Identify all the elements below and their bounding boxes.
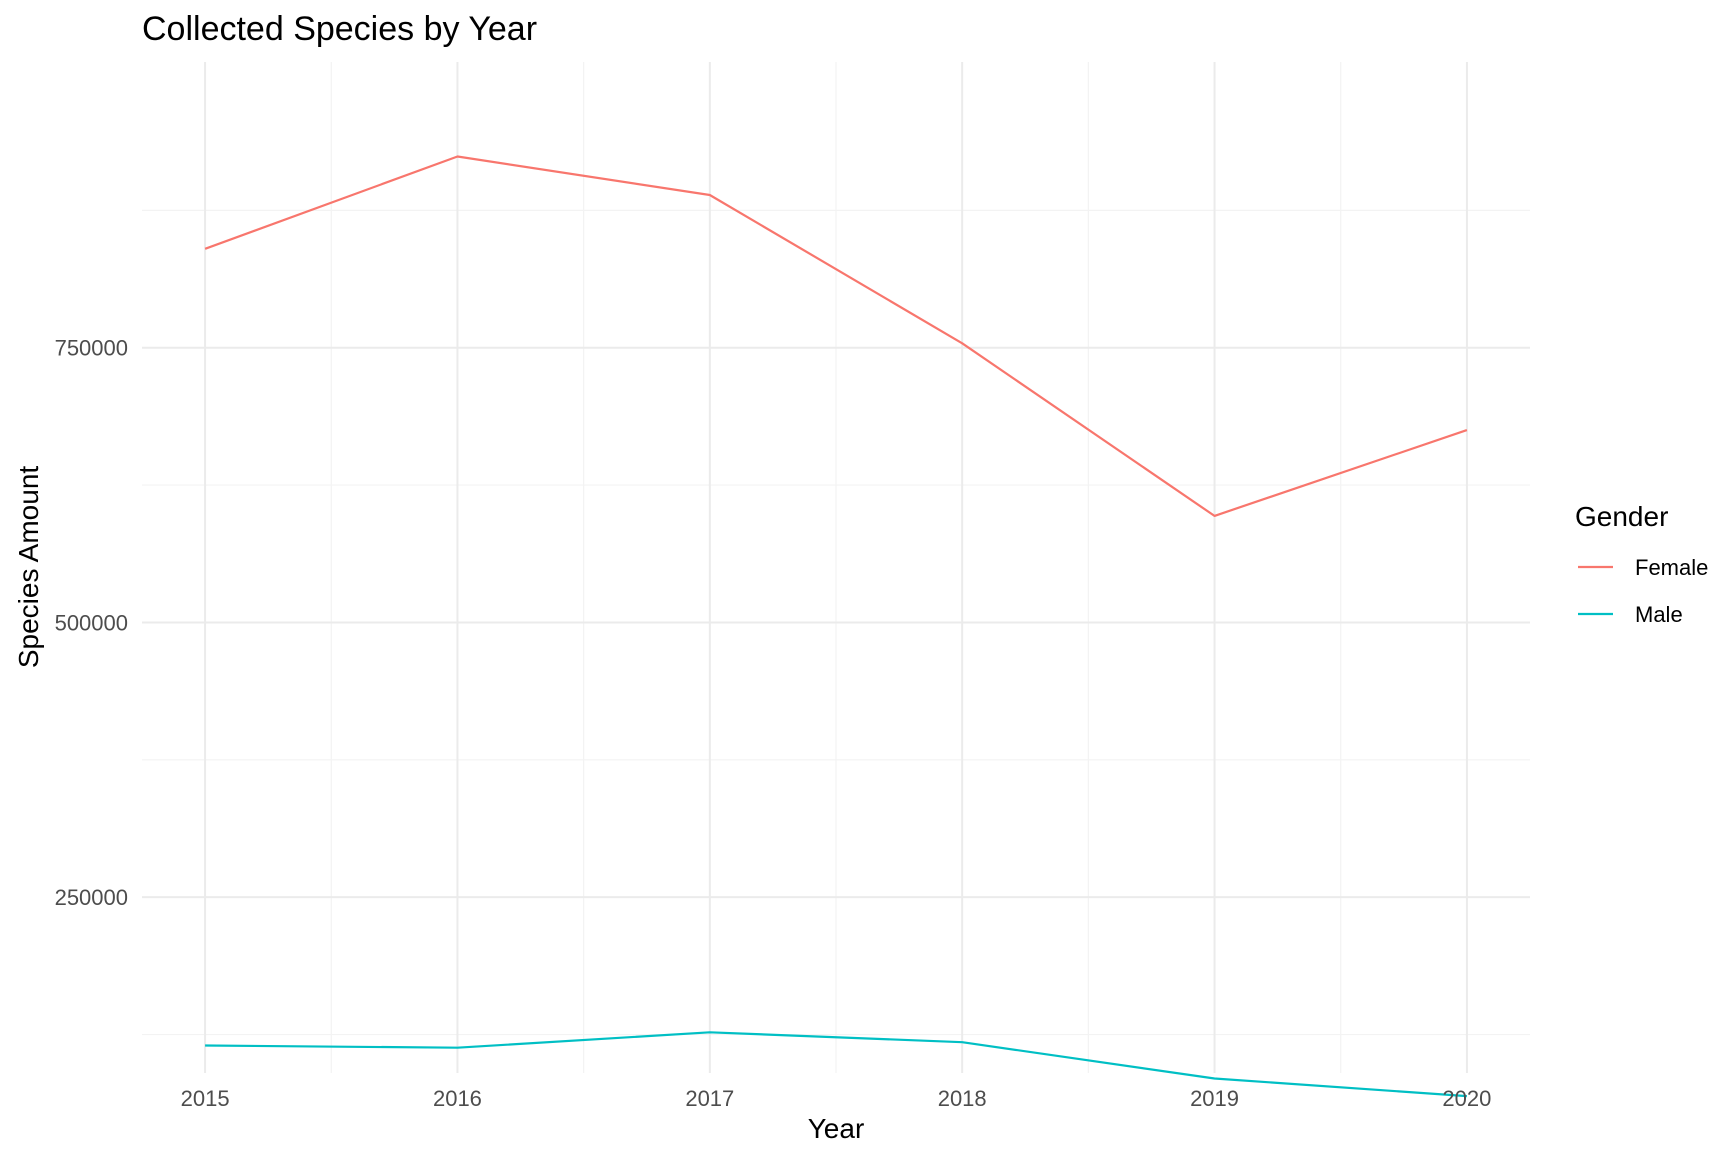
x-tick-label: 2015 — [181, 1086, 230, 1111]
x-tick-label: 2019 — [1190, 1086, 1239, 1111]
series-line-male — [205, 1031, 1467, 1098]
chart-title: Collected Species by Year — [142, 10, 537, 48]
y-tick-label: 500000 — [55, 610, 128, 635]
x-axis-title: Year — [808, 1113, 865, 1144]
legend: Gender Female Male — [1575, 501, 1708, 627]
legend-label-male: Male — [1635, 602, 1683, 627]
x-tick-label: 2020 — [1442, 1086, 1491, 1111]
legend-title: Gender — [1575, 501, 1668, 532]
y-tick-label: 750000 — [55, 336, 128, 361]
y-tick-label: 250000 — [55, 885, 128, 910]
x-tick-label: 2017 — [685, 1086, 734, 1111]
y-axis-ticks: 250000 500000 750000 — [55, 336, 128, 910]
x-tick-label: 2018 — [938, 1086, 987, 1111]
x-axis-ticks: 2015 2016 2017 2018 2019 2020 — [181, 1086, 1492, 1111]
x-tick-label: 2016 — [433, 1086, 482, 1111]
series-line-female — [204, 155, 1468, 518]
gridlines — [142, 62, 1530, 1073]
y-axis-title: Species Amount — [13, 466, 44, 669]
series-lines — [204, 155, 1468, 1098]
legend-label-female: Female — [1635, 555, 1708, 580]
legend-items: Female Male — [1578, 555, 1708, 627]
